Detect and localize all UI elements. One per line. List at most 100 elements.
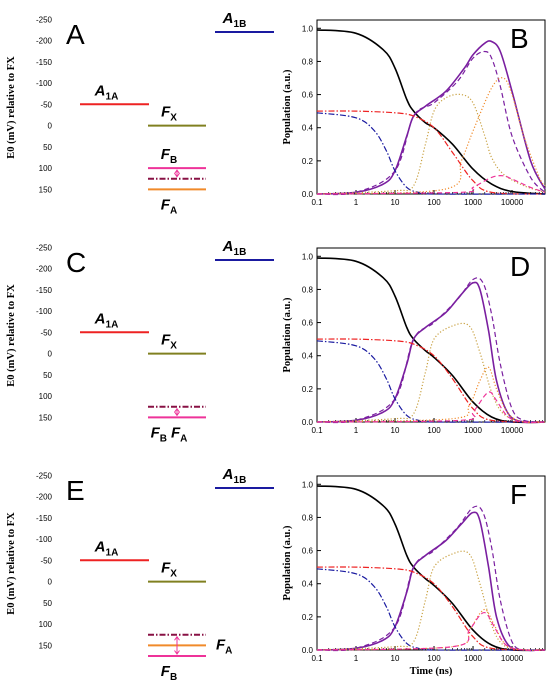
ylabel: E0 (mV) relative to FX (6, 56, 17, 159)
series-line-5 (316, 550, 546, 651)
arrow-head-bottom (174, 172, 180, 178)
series-line-7 (316, 175, 546, 195)
panel-E: E0 (mV) relative to FX -250 -200 -150 -100 -5… (6, 466, 274, 683)
xtick-label: 100 (427, 426, 441, 435)
xtick-label: 0.1 (311, 426, 323, 435)
panel-letter: E (66, 475, 85, 506)
ytick-label: -250 (36, 243, 53, 252)
ytick-label: 0.2 (302, 157, 314, 166)
arrow-head-bottom (174, 411, 180, 417)
ytick-label: 0.0 (302, 646, 314, 655)
ytick-label: 0.2 (302, 385, 314, 394)
series-line-3 (316, 110, 546, 195)
ytick-label: 150 (39, 413, 53, 422)
ytick-label: 0.8 (302, 57, 314, 66)
ylabel: E0 (mV) relative to FX (6, 284, 17, 387)
arrow-head-top (174, 407, 180, 413)
level-label-FBFA: FB FA (151, 424, 188, 444)
level-label-A1B: A1B (222, 10, 247, 30)
series-line-2 (316, 277, 546, 424)
ytick-label: 0.4 (302, 124, 314, 133)
ytick-label: 1.0 (302, 480, 314, 489)
arrow-head-bottom (174, 650, 180, 655)
panel-letter: D (510, 251, 530, 282)
series-line-5 (316, 93, 546, 195)
ytick-label: -100 (36, 307, 53, 316)
panel-C: E0 (mV) relative to FX -250 -200 -150 -100 -5… (6, 238, 274, 444)
ytick-label: -50 (40, 556, 52, 565)
series-line-6 (316, 366, 546, 424)
xtick-label: 1000 (464, 654, 482, 663)
ytick-label: 1.0 (302, 24, 314, 33)
ytick-label: 150 (39, 641, 53, 650)
series-line-6 (316, 608, 546, 651)
ytick-label: 0 (48, 122, 53, 131)
level-label-FA: FA (161, 196, 177, 216)
series-line-4 (316, 340, 546, 423)
ytick-label: -250 (36, 15, 53, 24)
series-line-4 (316, 568, 546, 651)
ytick-label: 0.6 (302, 547, 314, 556)
xtick-label: 10000 (501, 198, 524, 207)
xtick-label: 0.1 (311, 654, 323, 663)
level-label-A1A: A1A (94, 538, 119, 558)
ytick-label: 100 (39, 392, 53, 401)
level-label-FB: FB (161, 663, 177, 683)
level-label-FA: FA (216, 636, 232, 656)
xtick-label: 1000 (464, 198, 482, 207)
ytick-label: 50 (43, 599, 52, 608)
panel-F: 0.0 0.2 0.4 0.6 0.8 1.0 0.1 1 10 100 1000 10000 Popu… (282, 475, 546, 677)
level-label-FB: FB (161, 146, 177, 166)
ytick-label: 0.6 (302, 91, 314, 100)
xtick-label: 1 (354, 654, 359, 663)
ytick-label: 0 (48, 578, 53, 587)
ytick-label: -50 (40, 100, 52, 109)
level-label-A1A: A1A (94, 82, 119, 102)
ylabel: Population (a.u.) (282, 525, 293, 600)
ytick-label: 0.8 (302, 513, 314, 522)
arrow-head-top (174, 635, 180, 641)
ylabel: Population (a.u.) (282, 69, 293, 144)
xtick-label: 100 (427, 198, 441, 207)
xtick-label: 10 (391, 654, 400, 663)
xtick-label: 10 (391, 198, 400, 207)
series-line-3 (316, 566, 546, 651)
panel-letter: A (66, 19, 85, 50)
ytick-label: 0.0 (302, 418, 314, 427)
series-line-0 (316, 485, 546, 652)
xtick-label: 1000 (464, 426, 482, 435)
ytick-label: -50 (40, 328, 52, 337)
series-line-4 (316, 112, 546, 195)
level-label-FX: FX (161, 332, 177, 352)
series-line-0 (316, 257, 546, 424)
panel-letter: C (66, 247, 86, 278)
ylabel: E0 (mV) relative to FX (6, 512, 17, 615)
ytick-label: 0 (48, 350, 53, 359)
ytick-label: 0.4 (302, 352, 314, 361)
series-line-1 (316, 511, 546, 652)
ytick-label: 150 (39, 185, 53, 194)
level-label-FX: FX (161, 560, 177, 580)
arrow-head-top (174, 169, 180, 174)
series-line-2 (316, 505, 546, 652)
ytick-label: -200 (36, 37, 53, 46)
ytick-label: 0.4 (302, 580, 314, 589)
ytick-label: 0.0 (302, 190, 314, 199)
xtick-label: 0.1 (311, 198, 323, 207)
series-line-1 (316, 40, 546, 195)
xtick-label: 100 (427, 654, 441, 663)
xtick-label: 10000 (501, 426, 524, 435)
ytick-label: 100 (39, 164, 53, 173)
ytick-label: -250 (36, 471, 53, 480)
ytick-label: 100 (39, 620, 53, 629)
panel-B: 0.0 0.2 0.4 0.6 0.8 1.0 0.1 1 10 100 1000 10000 Popu… (282, 19, 546, 207)
ytick-label: -150 (36, 286, 53, 295)
panel-A: E0 (mV) relative to FX -250 -200 -150 -100 -5… (6, 10, 274, 216)
ytick-label: -150 (36, 514, 53, 523)
series-line-3 (316, 338, 546, 423)
xtick-label: 10 (391, 426, 400, 435)
panel-letter: B (510, 23, 529, 54)
level-label-A1B: A1B (222, 238, 247, 258)
panel-letter: F (510, 479, 527, 510)
